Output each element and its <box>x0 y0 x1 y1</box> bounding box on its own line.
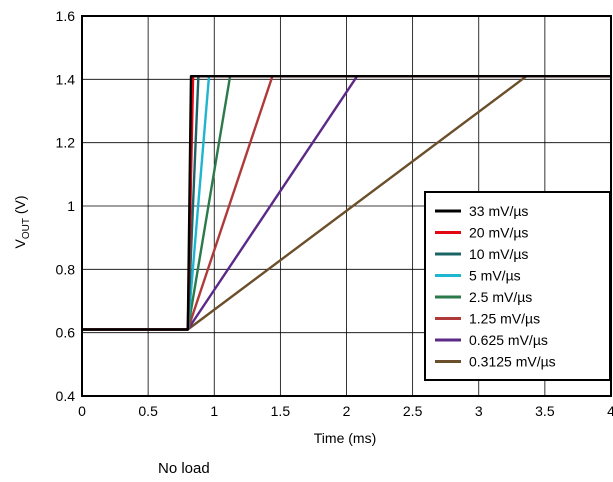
y-tick-label: 1.2 <box>56 135 76 151</box>
y-tick-label: 0.6 <box>56 325 76 341</box>
legend-label: 33 mV/µs <box>469 203 528 219</box>
x-tick-label: 0.5 <box>138 403 158 419</box>
legend-label: 10 mV/µs <box>469 246 528 262</box>
series-line <box>82 74 611 331</box>
x-tick-label: 3.5 <box>535 403 555 419</box>
legend-label: 0.3125 mV/µs <box>469 354 556 370</box>
x-tick-label: 3 <box>475 403 483 419</box>
caption: No load <box>158 460 210 477</box>
x-tick-label: 1.5 <box>271 403 291 419</box>
x-tick-label: 4 <box>607 403 613 419</box>
y-axis-label: VOUT (V) <box>12 195 32 248</box>
y-axis-label-main: V <box>12 239 28 249</box>
legend: 33 mV/µs 20 mV/µs 10 mV/µs 5 mV/µs 2.5 mV/µs… <box>424 191 611 381</box>
x-tick-label: 2 <box>343 403 351 419</box>
legend-box <box>424 191 611 381</box>
y-axis-label-sub: OUT <box>21 218 32 239</box>
legend-label: 5 mV/µs <box>469 268 521 284</box>
y-tick-label: 0.8 <box>56 261 76 277</box>
x-tick-label: 2.5 <box>403 403 423 419</box>
x-tick-labels: 0 0.5 1 1.5 2 2.5 3 3.5 4 <box>78 403 613 419</box>
y-tick-label: 1 <box>67 198 75 214</box>
x-axis-label: Time (ms) <box>314 430 376 446</box>
legend-label: 20 mV/µs <box>469 225 528 241</box>
legend-label: 1.25 mV/µs <box>469 311 540 327</box>
y-tick-label: 1.6 <box>56 8 76 24</box>
series-lines <box>82 74 611 331</box>
y-tick-label: 0.4 <box>56 388 76 404</box>
x-tick-label: 1 <box>210 403 218 419</box>
y-axis-label-suffix: (V) <box>12 195 28 218</box>
y-tick-labels: 0.4 0.6 0.8 1 1.2 1.4 1.6 <box>56 8 76 404</box>
legend-label: 2.5 mV/µs <box>469 289 532 305</box>
y-tick-label: 1.4 <box>56 71 76 87</box>
x-tick-label: 0 <box>78 403 86 419</box>
legend-label: 0.625 mV/µs <box>469 332 548 348</box>
